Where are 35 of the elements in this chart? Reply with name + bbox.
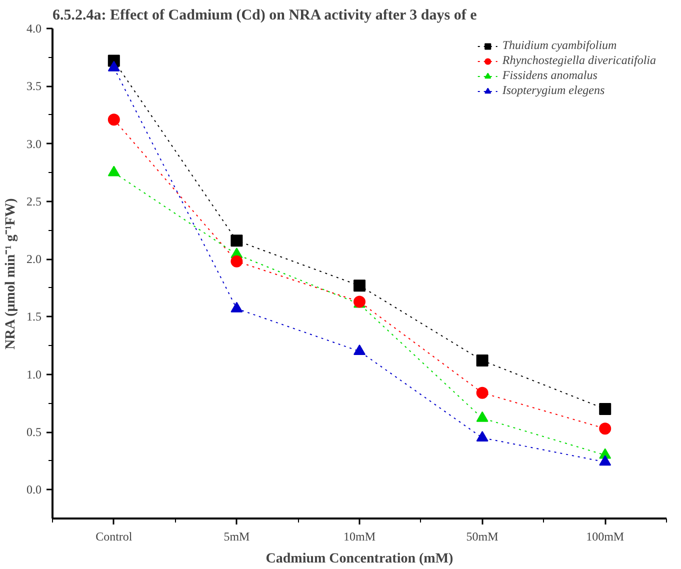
point (230, 234, 243, 247)
point (108, 114, 120, 126)
y-tick-label: 0.0 (26, 482, 42, 497)
point (354, 280, 366, 292)
legend-label: Rhynchostegiella divericatifolia (502, 53, 656, 68)
x-tick-label: Control (96, 530, 133, 544)
point (230, 255, 243, 268)
x-tick-label: 10mM (344, 530, 376, 544)
point (476, 386, 488, 399)
y-tick-label: 3.5 (26, 79, 42, 94)
legend-label: Fissidens anomalus (502, 68, 598, 83)
y-axis-title: NRA (µmol min⁻¹ g⁻¹FW) (4, 198, 18, 350)
x-tick-label: 5mM (224, 530, 250, 544)
point (476, 430, 488, 442)
y-tick-label: 1.5 (26, 310, 42, 324)
chart-title: 6.5.2.4a: Effect of Cadmium (Cd) on NRA activity after 3 days of e (52, 8, 478, 24)
point (599, 455, 612, 466)
y-tick-label: 2.0 (26, 252, 42, 266)
point (108, 166, 120, 176)
x-tick-label: 100mM (586, 530, 624, 544)
x-tick-label: 50mM (466, 530, 499, 544)
y-tick-label: 3.0 (26, 136, 42, 151)
y-tick-label: 4.0 (26, 22, 42, 36)
point (476, 411, 488, 422)
point (354, 344, 366, 355)
point (599, 422, 612, 435)
point (230, 302, 243, 312)
y-tick-label: 1.0 (26, 367, 42, 382)
point (476, 354, 488, 367)
legend-label: Thuidium cyambifolium (502, 38, 617, 53)
y-tick-label: 2.5 (26, 194, 42, 208)
legend-label: Isopterygium elegens (502, 83, 605, 98)
point (599, 402, 612, 415)
x-axis-title: Cadmium Concentration (mM) (266, 552, 454, 566)
y-tick-label: 0.5 (26, 425, 42, 440)
